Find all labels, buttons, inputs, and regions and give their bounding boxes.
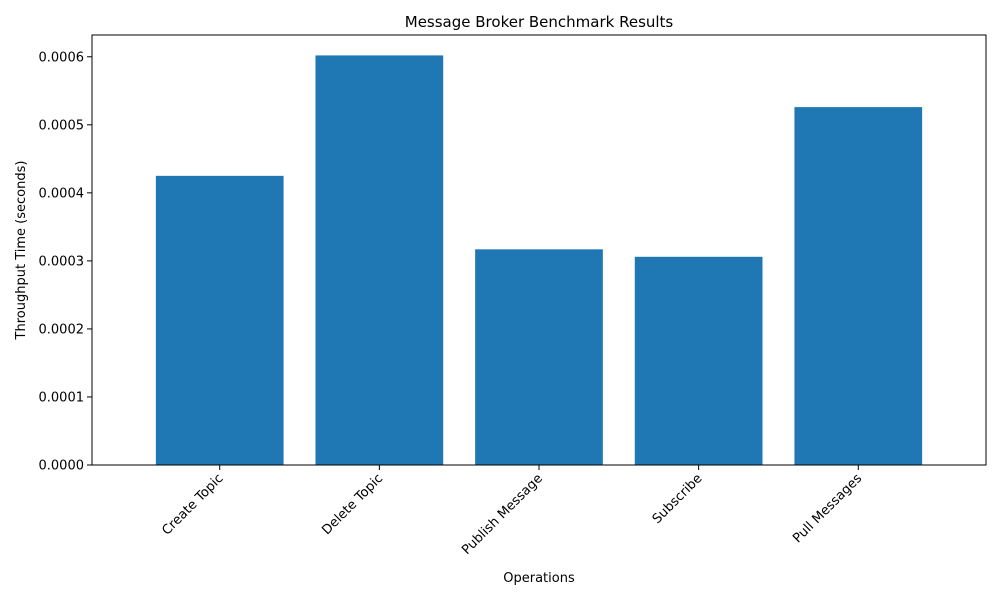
bar-0	[155, 175, 284, 465]
y-axis-label: Throughput Time (seconds)	[14, 161, 29, 341]
bar-3	[634, 256, 763, 465]
y-tick-label-2: 0.0002	[39, 322, 85, 337]
bars-group	[155, 55, 923, 466]
x-tick-label-4: Pull Messages	[790, 471, 865, 546]
y-axis: 0.0000 0.0001 0.0002 0.0003 0.0004 0.0005 0.00…	[39, 50, 92, 474]
chart-title: Message Broker Benchmark Results	[405, 13, 674, 31]
y-tick-label-6: 0.0006	[39, 50, 85, 65]
y-tick-label-3: 0.0003	[39, 254, 85, 269]
x-tick-label-2: Publish Message	[459, 471, 546, 558]
bar-1	[315, 55, 444, 465]
x-tick-label-1: Delete Topic	[319, 471, 386, 538]
y-tick-label-0: 0.0000	[39, 459, 85, 474]
bar-4	[794, 107, 923, 466]
x-axis: Create Topic Delete Topic Publish Message S…	[159, 465, 865, 558]
y-tick-label-4: 0.0004	[39, 186, 85, 201]
x-tick-label-0: Create Topic	[159, 471, 226, 538]
y-tick-label-5: 0.0005	[39, 118, 85, 133]
x-tick-label-3: Subscribe	[650, 471, 706, 527]
bar-2	[475, 249, 603, 465]
x-axis-label: Operations	[503, 571, 575, 586]
y-tick-label-1: 0.0001	[39, 390, 85, 405]
plot-frame	[91, 34, 987, 466]
